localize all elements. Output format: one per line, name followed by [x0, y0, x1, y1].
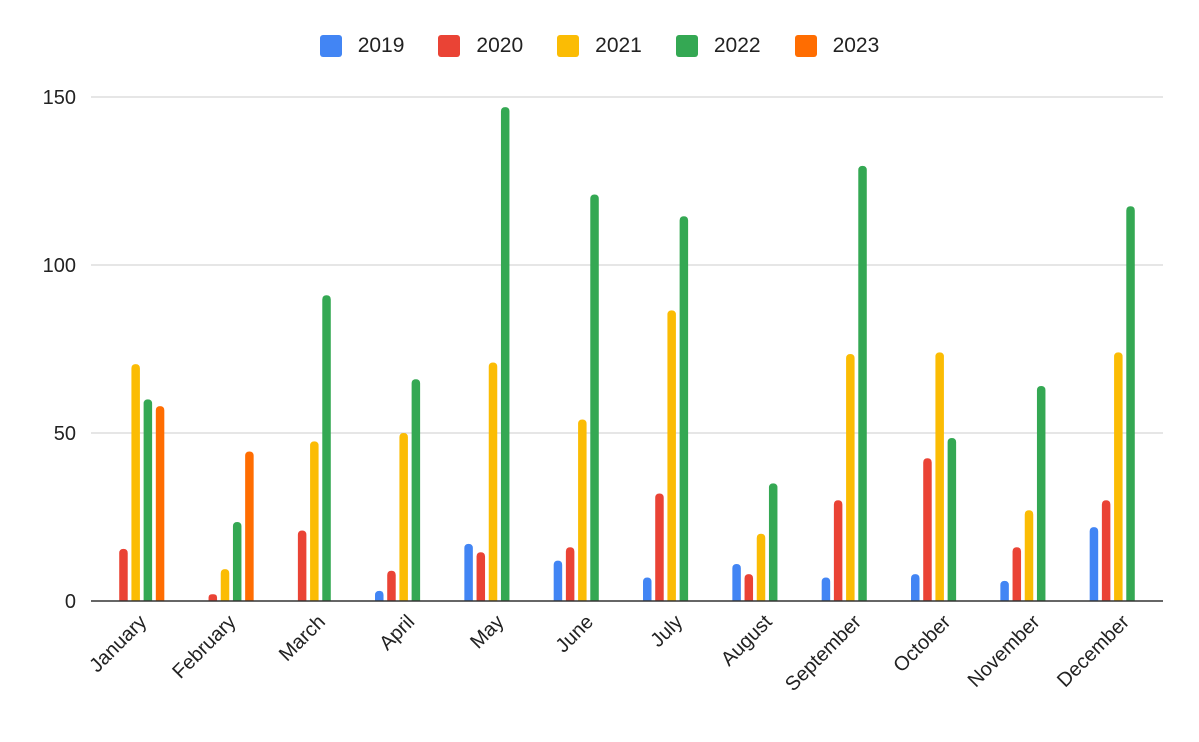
bar-2021-june — [578, 419, 587, 601]
x-tick-label: April — [375, 611, 419, 655]
bar-2022-june — [590, 194, 599, 601]
x-tick-label: November — [964, 611, 1045, 692]
legend-swatch — [675, 35, 698, 57]
bar-2021-february — [220, 569, 230, 601]
legend: 2019 2020 2021 2022 2023 — [0, 34, 1199, 58]
bar-2022-december — [1126, 206, 1135, 601]
bar-2020-december — [1101, 500, 1111, 601]
bar-2021-august — [756, 533, 766, 601]
bar-2019-november — [1000, 580, 1009, 601]
legend-label: 2019 — [357, 34, 405, 57]
bar-2022-april — [411, 379, 421, 601]
legend-item: 2019 — [319, 34, 405, 58]
bar-2022-march — [322, 295, 331, 601]
x-tick-label: August — [717, 611, 777, 671]
bar-2022-september — [858, 165, 867, 601]
legend-swatch — [794, 35, 817, 57]
bar-2020-january — [119, 548, 128, 601]
bar-2021-december — [1114, 352, 1123, 601]
bar-2021-may — [488, 362, 498, 601]
bar-2020-february — [208, 594, 218, 601]
bar-2021-january — [131, 364, 140, 601]
bar-2022-february — [232, 522, 242, 601]
x-tick-label: July — [646, 611, 687, 652]
x-tick-label: May — [466, 611, 508, 653]
bar-2019-july — [643, 577, 652, 601]
bar-2019-october — [911, 574, 920, 601]
bar-2020-july — [655, 493, 664, 601]
bar-2020-june — [565, 547, 575, 601]
bar-2021-july — [667, 310, 676, 601]
x-tick-label: January — [85, 611, 151, 677]
y-tick-label: 50 — [54, 423, 76, 445]
x-tick-label: February — [168, 611, 240, 683]
bar-2019-april — [375, 590, 384, 601]
legend-swatch — [557, 35, 580, 57]
x-tick-label: October — [889, 611, 955, 677]
bar-2020-april — [387, 570, 396, 601]
legend-label: 2021 — [595, 34, 642, 57]
x-tick-label: March — [275, 611, 330, 666]
bar-2022-november — [1036, 385, 1046, 601]
legend-item: 2022 — [675, 34, 761, 58]
y-tick-label: 150 — [43, 87, 76, 109]
bar-2021-march — [310, 441, 319, 601]
legend-item: 2023 — [794, 34, 880, 58]
bar-2022-january — [143, 399, 153, 601]
bar-2020-august — [744, 574, 754, 601]
bar-2021-april — [399, 433, 408, 601]
bar-2021-november — [1024, 510, 1034, 601]
x-tick-label: September — [781, 611, 866, 696]
bar-2020-september — [833, 500, 843, 601]
legend-label: 2020 — [476, 34, 524, 57]
y-tick-label: 100 — [43, 255, 76, 277]
legend-label: 2022 — [713, 34, 761, 57]
x-tick-label: December — [1053, 611, 1134, 692]
bar-2022-august — [768, 483, 778, 601]
bar-2019-september — [821, 577, 831, 601]
bar-2022-may — [500, 107, 510, 601]
legend-item: 2020 — [438, 34, 523, 58]
bar-2020-october — [923, 458, 932, 601]
bar-2021-october — [935, 352, 944, 601]
legend-item: 2021 — [557, 34, 642, 58]
bar-2023-january — [155, 406, 165, 601]
bar-2020-march — [297, 530, 307, 601]
bar-2019-december — [1089, 527, 1099, 601]
bar-2019-june — [553, 560, 563, 601]
bar-2022-july — [679, 216, 689, 601]
bar-2022-october — [947, 438, 957, 601]
bar-2021-september — [846, 354, 855, 601]
bar-2020-november — [1012, 547, 1022, 601]
bar-2019-august — [732, 564, 741, 601]
bar-2023-february — [245, 451, 254, 601]
bar-2019-may — [464, 543, 473, 601]
legend-label: 2023 — [832, 34, 880, 57]
bar-2020-may — [476, 552, 486, 601]
y-tick-label: 0 — [65, 591, 76, 613]
legend-swatch — [438, 35, 461, 57]
x-tick-label: June — [552, 611, 598, 657]
legend-swatch — [319, 35, 342, 57]
